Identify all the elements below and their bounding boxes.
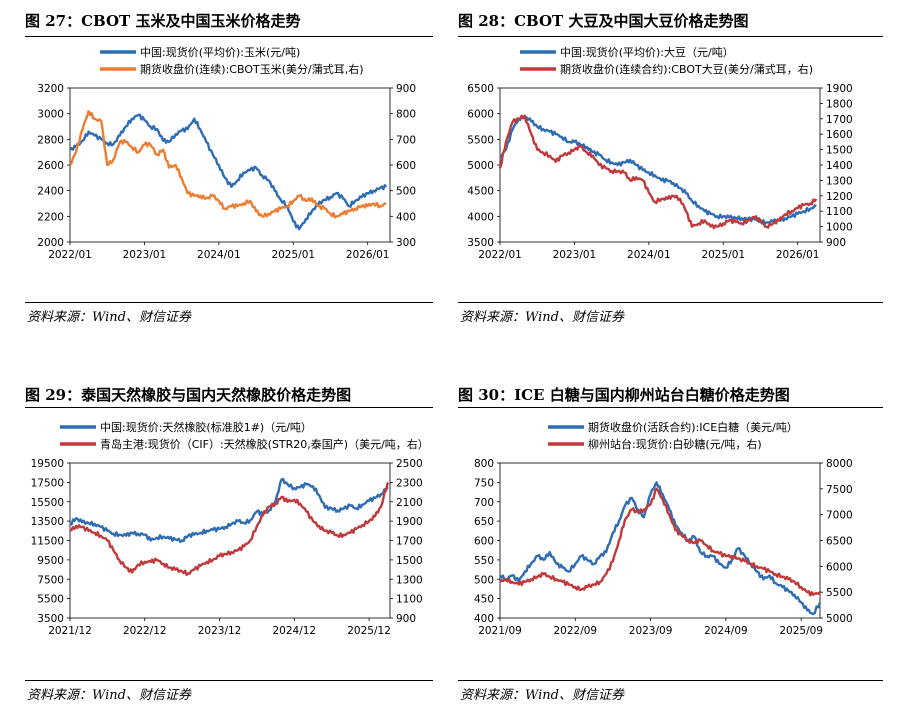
bottom-rule: [458, 302, 883, 303]
source-note: 资料来源：Wind、财信证券: [460, 310, 624, 325]
chart-panel-29: 图 29：泰国天然橡胶与国内天然橡胶价格走势图: [25, 384, 450, 704]
bottom-rule: [25, 680, 433, 681]
chart-title: 图 30：ICE 白糖与国内柳州站台白糖价格走势图: [458, 386, 790, 404]
bottom-rule: [458, 680, 883, 681]
top-rule: [458, 407, 883, 408]
chart-panel-28: 图 28：CBOT 大豆及中国大豆价格走势图: [458, 10, 883, 330]
source-note: 资料来源：Wind、财信证券: [460, 688, 624, 703]
source-note: 资料来源：Wind、财信证券: [27, 310, 191, 325]
chart-title: 图 29：泰国天然橡胶与国内天然橡胶价格走势图: [25, 386, 352, 404]
top-rule: [458, 36, 883, 37]
chart-panel-30: 图 30：ICE 白糖与国内柳州站台白糖价格走势图: [458, 384, 883, 704]
chart-panel-27: 图 27：CBOT 玉米及中国玉米价格走势: [25, 10, 882, 330]
source-note: 资料来源：Wind、财信证券: [27, 688, 191, 703]
bottom-rule: [25, 302, 433, 303]
top-rule: [25, 407, 433, 408]
chart-title: 图 27：CBOT 玉米及中国玉米价格走势: [25, 12, 301, 30]
chart-title: 图 28：CBOT 大豆及中国大豆价格走势图: [458, 12, 749, 30]
top-rule: [25, 36, 433, 37]
